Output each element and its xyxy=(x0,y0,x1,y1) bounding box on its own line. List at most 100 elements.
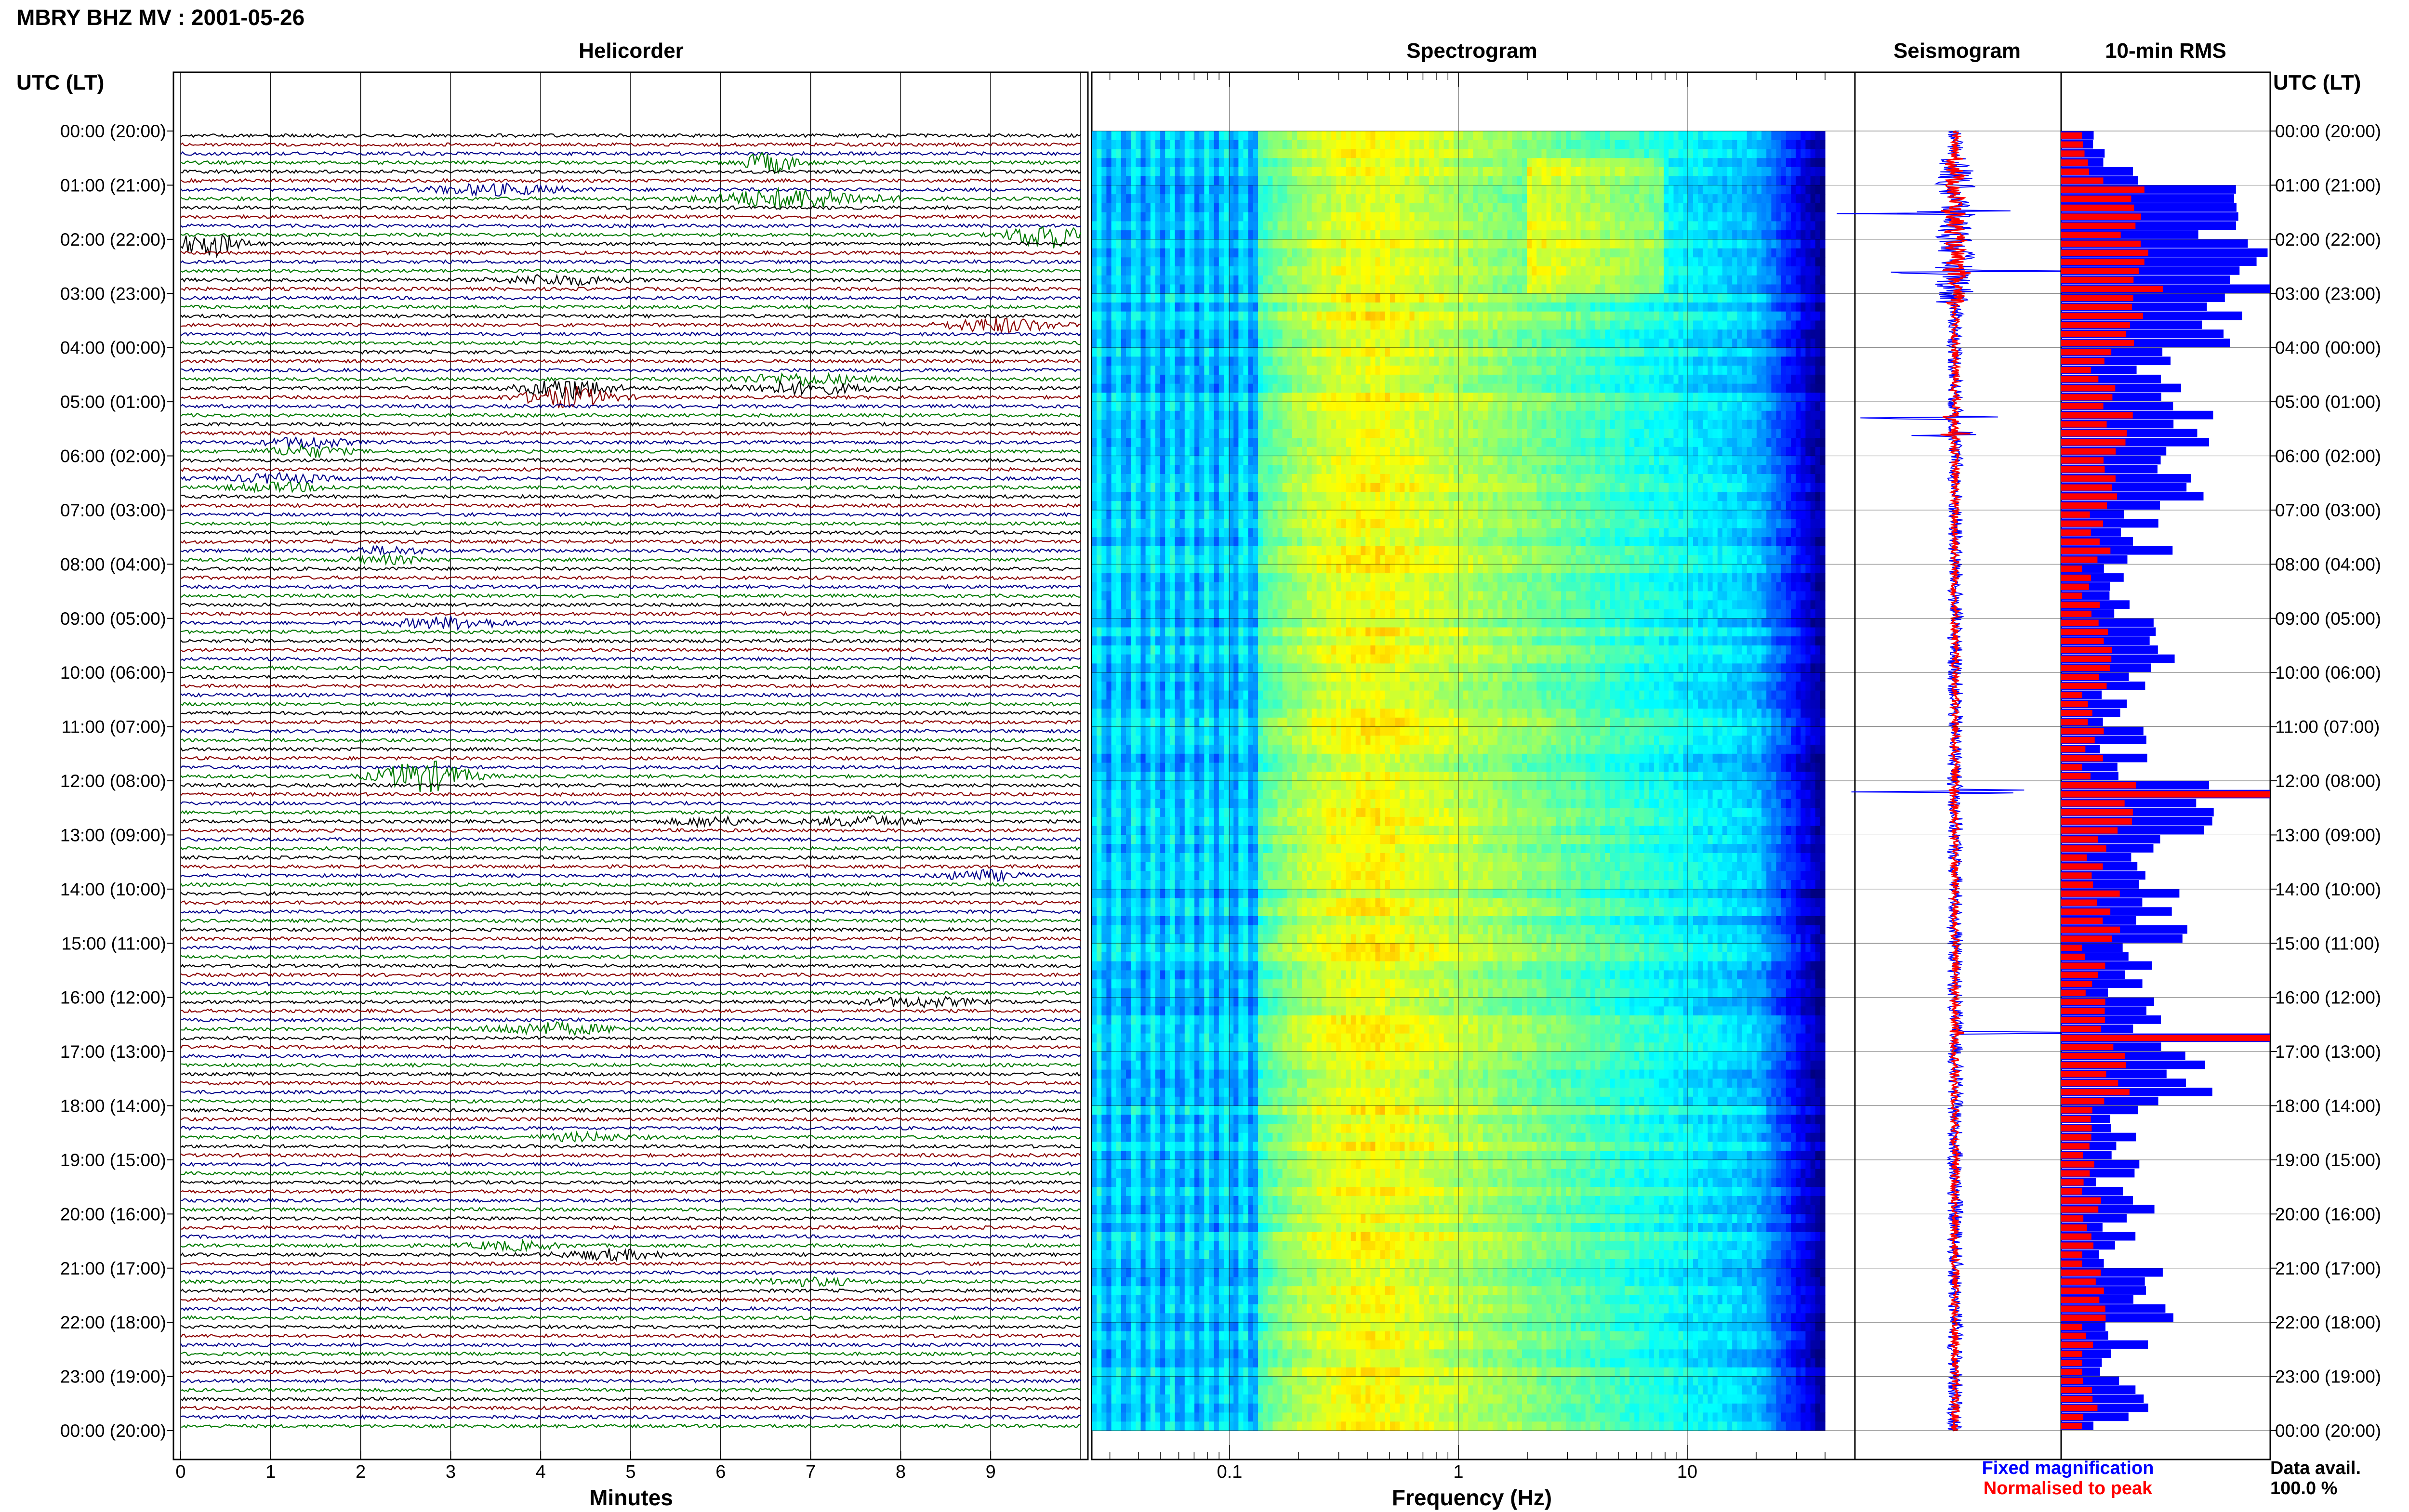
spectrogram-cell xyxy=(1170,293,1175,303)
spectrogram-cell xyxy=(1580,176,1586,185)
spectrogram-cell xyxy=(1800,176,1806,185)
spectrogram-cell xyxy=(1131,402,1136,411)
helicorder-trace-line xyxy=(180,891,1081,896)
spectrogram-cell xyxy=(1253,203,1258,213)
spectrogram-cell xyxy=(1786,311,1791,321)
spectrogram-cell xyxy=(1707,293,1713,303)
spectrogram-cell xyxy=(1619,402,1625,411)
spectrogram-cell xyxy=(1717,203,1723,213)
spectrogram-cell xyxy=(1346,149,1351,158)
spectrogram-cell xyxy=(1224,284,1229,294)
spectrogram-cell xyxy=(1717,167,1723,177)
spectrogram-cell xyxy=(1712,347,1718,357)
spectrogram-cell xyxy=(1429,230,1434,240)
spectrogram-cell xyxy=(1287,176,1293,185)
spectrogram-cell xyxy=(1160,320,1165,330)
spectrogram-cell xyxy=(1654,176,1659,185)
spectrogram-cell xyxy=(1649,167,1655,177)
spectrogram-cell xyxy=(1439,248,1444,258)
spectrogram-cell xyxy=(1761,212,1767,222)
spectrogram-cell xyxy=(1747,149,1752,158)
spectrogram-cell xyxy=(1092,420,1097,429)
spectrogram-cell xyxy=(1766,275,1772,285)
spectrogram-cell xyxy=(1292,311,1297,321)
helicorder-trace-line xyxy=(180,701,1081,707)
spectrogram-cell xyxy=(1717,347,1723,357)
spectrogram-cell xyxy=(1263,131,1268,141)
spectrogram-cell xyxy=(1350,402,1356,411)
spectrogram-cell xyxy=(1224,402,1229,411)
spectrogram-cell xyxy=(1429,185,1434,195)
spectrogram-cell xyxy=(1277,266,1283,276)
spectrogram-cell xyxy=(1615,140,1620,149)
spectrogram-cell xyxy=(1097,185,1102,195)
spectrogram-cell xyxy=(1439,302,1444,312)
spectrogram-cell xyxy=(1473,257,1479,267)
spectrogram-cell xyxy=(1566,212,1571,222)
spectrogram-cell xyxy=(1297,356,1302,366)
spectrogram-cell xyxy=(1610,284,1615,294)
spectrogram-cell xyxy=(1629,203,1635,213)
spectrogram-cell xyxy=(1536,320,1542,330)
spectrogram-cell xyxy=(1727,140,1733,149)
spectrogram-cell xyxy=(1747,366,1752,375)
spectrogram-cell xyxy=(1307,374,1312,384)
spectrogram-cell xyxy=(1791,266,1796,276)
helicorder-title: Helicorder xyxy=(579,39,684,63)
spectrogram-cell xyxy=(1350,284,1356,294)
spectrogram-cell xyxy=(1693,167,1698,177)
spectrogram-cell xyxy=(1717,393,1723,402)
spectrogram-cell xyxy=(1248,140,1254,149)
spectrogram-cell xyxy=(1414,203,1420,213)
spectrogram-cell xyxy=(1497,293,1503,303)
spectrogram-cell xyxy=(1248,149,1254,158)
spectrogram-cell xyxy=(1497,185,1503,195)
spectrogram-cell xyxy=(1136,131,1141,141)
spectrogram-cell xyxy=(1575,176,1581,185)
spectrogram-cell xyxy=(1507,366,1513,375)
spectrogram-cell xyxy=(1311,329,1317,339)
spectrogram-cell xyxy=(1341,311,1347,321)
spectrogram-cell xyxy=(1155,338,1161,348)
spectrogram-cell xyxy=(1512,185,1518,195)
spectrogram-cell xyxy=(1776,266,1782,276)
spectrogram-cell xyxy=(1786,176,1791,185)
spectrogram-cell xyxy=(1331,366,1337,375)
spectrogram-cell xyxy=(1683,320,1689,330)
spectrogram-cell xyxy=(1517,275,1522,285)
spectrogram-cell xyxy=(1517,185,1522,195)
spectrogram-cell xyxy=(1683,293,1689,303)
helicorder-trace-line xyxy=(180,760,1081,792)
spectrogram-cell xyxy=(1468,140,1473,149)
spectrogram-cell xyxy=(1175,176,1180,185)
spectrogram-cell xyxy=(1155,284,1161,294)
spectrogram-cell xyxy=(1307,194,1312,204)
spectrogram-cell xyxy=(1282,221,1288,231)
spectrogram-cell xyxy=(1194,311,1200,321)
spectrogram-cell xyxy=(1189,420,1195,429)
spectrogram-cell xyxy=(1126,158,1131,168)
spectrogram-cell xyxy=(1497,239,1503,249)
spectrogram-cell xyxy=(1776,140,1782,149)
helicorder-trace-line xyxy=(180,295,1081,301)
spectrogram-cell xyxy=(1248,284,1254,294)
spectrogram-cell xyxy=(1800,221,1806,231)
spectrogram-cell xyxy=(1175,356,1180,366)
spectrogram-cell xyxy=(1414,194,1420,204)
spectrogram-cell xyxy=(1551,366,1557,375)
spectrogram-cell xyxy=(1703,176,1708,185)
spectrogram-cell xyxy=(1717,185,1723,195)
helicorder-trace-line xyxy=(180,566,1081,572)
spectrogram-cell xyxy=(1732,275,1737,285)
spectrogram-cell xyxy=(1707,393,1713,402)
spectrogram-cell xyxy=(1668,275,1674,285)
spectrogram-cell xyxy=(1678,383,1684,393)
spectrogram-cell xyxy=(1224,329,1229,339)
spectrogram-cell xyxy=(1796,203,1801,213)
spectrogram-cell xyxy=(1336,410,1341,421)
spectrogram-cell xyxy=(1140,257,1146,267)
spectrogram-cell xyxy=(1209,230,1215,240)
spectrogram-cell xyxy=(1664,167,1669,177)
spectrogram-cell xyxy=(1610,212,1615,222)
spectrogram-cell xyxy=(1463,158,1469,168)
